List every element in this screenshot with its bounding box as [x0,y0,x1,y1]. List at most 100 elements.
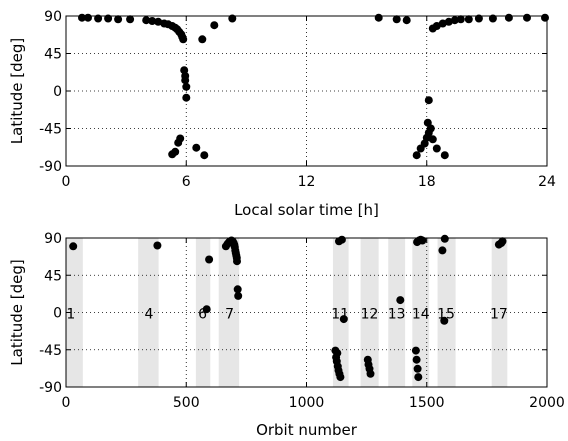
band-17 [491,238,508,387]
data-point [179,35,188,44]
data-point [200,151,209,160]
data-point [412,151,421,160]
data-point [402,16,411,25]
y-tick-label: 90 [44,231,62,247]
band-label: 17 [490,307,508,323]
data-point [234,291,243,300]
band-label: 13 [388,307,406,323]
data-point [374,13,383,22]
y-tick-label: 0 [53,306,62,322]
data-point [337,235,346,244]
x-tick-label: 2000 [529,395,565,411]
band-label: 1 [66,307,75,323]
data-point [412,355,421,364]
data-point [126,15,135,24]
top-x-axis-label: Local solar time [h] [234,201,379,219]
data-point [148,17,157,25]
data-point [176,134,185,143]
x-tick-label: 1000 [289,395,325,411]
data-point [333,349,342,358]
data-point [182,82,191,91]
data-point [432,144,441,153]
data-point [450,16,459,25]
data-point [233,257,241,266]
data-point [440,316,449,325]
band-13 [388,238,406,387]
y-tick-label: 0 [53,84,62,100]
data-point [168,150,177,159]
x-tick-label: 6 [182,174,191,190]
x-tick-label: 12 [298,174,316,190]
y-tick-label: -90 [39,159,62,175]
x-tick-labels: 0 6 12 18 24 [62,174,556,190]
bottom-y-axis-label: Latitude [deg] [8,259,26,365]
grid-layer [66,238,547,387]
data-point [424,96,433,105]
data-point [411,346,420,355]
y-tick-label: -45 [39,343,62,359]
data-point [444,17,453,26]
data-point [413,364,422,373]
data-point [69,242,78,251]
data-point [498,237,507,246]
y-tick-label: -90 [39,380,62,396]
data-point [438,19,447,28]
data-point [440,151,449,160]
y-tick-label: 45 [44,47,62,63]
data-point [202,305,211,314]
x-tick-label: 1500 [409,395,445,411]
x-tick-label: 0 [62,395,71,411]
band-label: 6 [198,307,207,323]
data-point [392,15,401,24]
data-point [438,246,447,255]
x-tick-label: 0 [62,174,71,190]
band-label: 15 [437,307,455,323]
data-point [154,17,163,26]
data-point [541,13,549,22]
top-y-axis-label: Latitude [deg] [8,38,26,144]
tick-layer [65,15,548,167]
data-point [366,369,375,378]
top-chart-panel: 0 6 12 18 24 90 45 0 -45 -90 Local solar time [h… [8,9,556,219]
y-tick-label: -45 [39,122,62,138]
data-point [114,15,123,24]
data-point [339,315,348,324]
data-point [456,15,465,24]
data-point [464,15,473,24]
x-tick-label: 500 [173,395,200,411]
data-point [396,296,405,305]
x-tick-labels: 0 500 1000 1500 2000 [62,395,565,411]
data-point [210,21,219,30]
data-point [182,93,191,102]
data-point [142,16,151,25]
bottom-x-axis-label: Orbit number [256,421,358,439]
data-point [414,373,423,382]
data-point [198,35,207,44]
band-4 [138,238,159,387]
y-tick-label: 45 [44,268,62,284]
data-point [432,22,441,30]
band-labels: 1 4 6 7 11 12 13 14 15 17 [66,307,507,323]
data-point [428,135,437,144]
band-label: 14 [412,307,430,323]
points-layer [78,13,549,160]
data-point [440,234,449,243]
y-tick-labels: 90 45 0 -45 -90 [39,9,62,175]
data-point [504,13,513,22]
x-tick-label: 18 [418,174,436,190]
data-point [84,13,92,22]
data-point [336,373,345,382]
band-label: 12 [361,307,379,323]
data-point [192,143,201,152]
band-label: 11 [331,307,349,323]
data-point [153,241,162,250]
y-tick-label: 90 [44,9,62,25]
data-point [205,255,214,264]
data-point [233,285,242,294]
data-point [423,118,432,127]
grid-layer [66,16,547,166]
data-point [523,13,531,22]
